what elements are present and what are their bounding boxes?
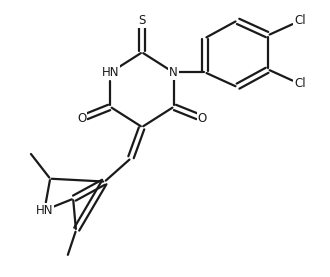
- Text: S: S: [138, 14, 146, 27]
- Text: HN: HN: [102, 66, 119, 79]
- Text: Cl: Cl: [294, 14, 306, 27]
- Text: HN: HN: [36, 204, 53, 217]
- Text: O: O: [77, 112, 86, 125]
- Text: O: O: [198, 112, 207, 125]
- Text: Cl: Cl: [294, 78, 306, 91]
- Text: N: N: [169, 66, 178, 79]
